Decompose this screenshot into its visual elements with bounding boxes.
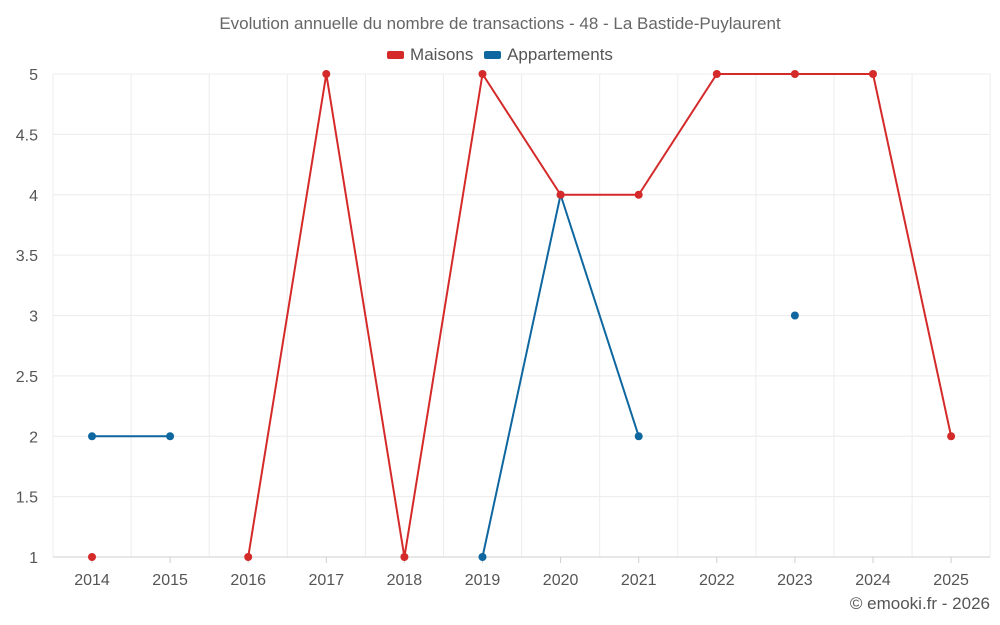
y-tick-label: 5 <box>29 67 38 84</box>
y-tick-label: 2.5 <box>16 369 38 386</box>
x-tick-label: 2024 <box>855 572 891 589</box>
y-tick-label: 1.5 <box>16 490 38 507</box>
data-point-maisons <box>869 70 877 78</box>
y-tick-label: 3 <box>29 309 38 326</box>
x-tick-label: 2022 <box>699 572 735 589</box>
data-point-maisons <box>556 190 565 199</box>
data-point-maisons <box>947 432 956 441</box>
data-point-maisons <box>634 190 643 199</box>
x-tick-label: 2021 <box>621 572 657 589</box>
data-point-maisons <box>244 553 253 561</box>
legend-item-appartements[interactable]: Appartements <box>484 45 613 65</box>
data-point-appartements <box>478 553 487 561</box>
legend-label-maisons: Maisons <box>410 45 474 64</box>
series-line-maisons <box>247 73 953 558</box>
data-point-maisons <box>712 70 721 78</box>
x-tick-label: 2017 <box>309 572 345 589</box>
legend-swatch-appartements <box>484 51 502 59</box>
x-tick-label: 2019 <box>465 572 501 589</box>
x-tick-label: 2016 <box>230 572 266 589</box>
y-tick-label: 2 <box>29 429 38 446</box>
x-tick-label: 2014 <box>74 572 110 589</box>
data-point-maisons <box>322 70 331 78</box>
legend-label-appartements: Appartements <box>507 45 613 64</box>
data-point-maisons <box>88 553 96 561</box>
y-tick-label: 3.5 <box>16 248 38 265</box>
chart-title: Evolution annuelle du nombre de transact… <box>219 14 781 33</box>
x-tick-label: 2020 <box>543 572 579 589</box>
y-tick-label: 4 <box>29 188 38 205</box>
data-point-maisons <box>478 70 487 78</box>
data-point-appartements <box>166 432 175 441</box>
data-point-appartements <box>634 432 643 441</box>
data-point-maisons <box>790 70 799 78</box>
data-point-appartements <box>790 311 799 320</box>
data-point-maisons <box>400 553 409 561</box>
legend-item-maisons[interactable]: Maisons <box>387 45 473 65</box>
x-tick-label: 2015 <box>152 572 188 589</box>
data-point-appartements <box>88 432 96 441</box>
x-tick-label: 2023 <box>777 572 813 589</box>
legend-swatch-maisons <box>387 51 405 59</box>
x-tick-label: 2025 <box>933 572 969 589</box>
y-tick-label: 4.5 <box>16 127 38 144</box>
x-tick-label: 2018 <box>387 572 423 589</box>
credit-text: © emooki.fr - 2026 <box>849 594 990 613</box>
legend: Maisons Appartements <box>0 44 1000 65</box>
y-tick-label: 1 <box>29 550 38 567</box>
